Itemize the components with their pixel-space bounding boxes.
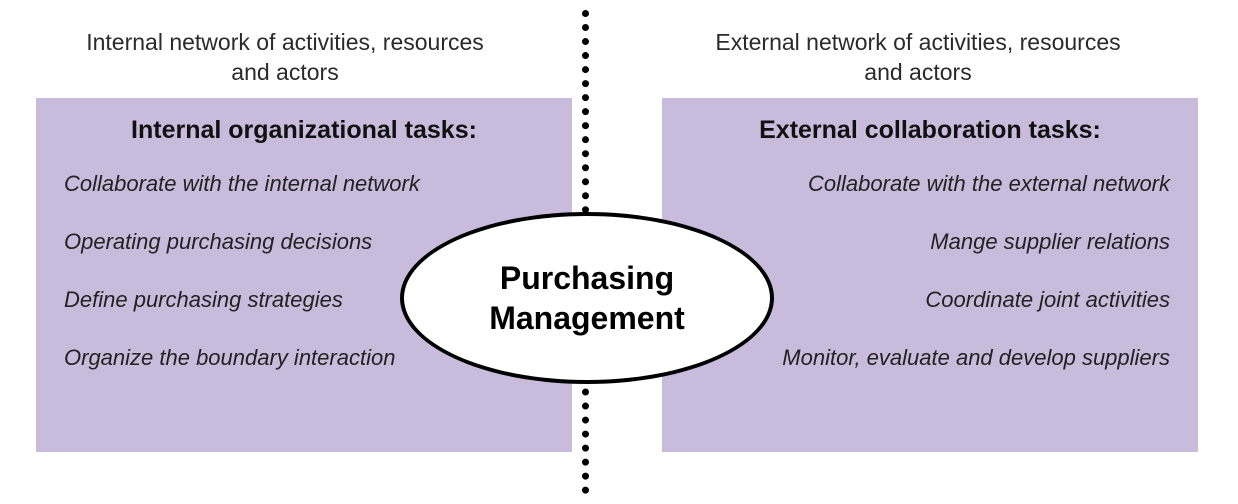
right-panel-title: External collaboration tasks: [690, 116, 1170, 145]
left-header: Internal network of activities, resource… [0, 14, 570, 88]
right-header: External network of activities, resource… [598, 14, 1238, 88]
right-task: Mange supplier relations [690, 229, 1170, 255]
left-header-line1: Internal network of activities, resource… [86, 29, 484, 55]
left-task: Collaborate with the internal network [64, 171, 544, 197]
center-line1: Purchasing [500, 258, 674, 298]
left-header-line2: and actors [231, 59, 338, 85]
center-line2: Management [489, 298, 685, 338]
right-header-line2: and actors [864, 59, 971, 85]
right-header-line1: External network of activities, resource… [715, 29, 1120, 55]
right-task: Collaborate with the external network [690, 171, 1170, 197]
right-task: Monitor, evaluate and develop suppliers [690, 345, 1170, 371]
center-ellipse: Purchasing Management [400, 212, 774, 384]
left-panel-title: Internal organizational tasks: [64, 116, 544, 145]
